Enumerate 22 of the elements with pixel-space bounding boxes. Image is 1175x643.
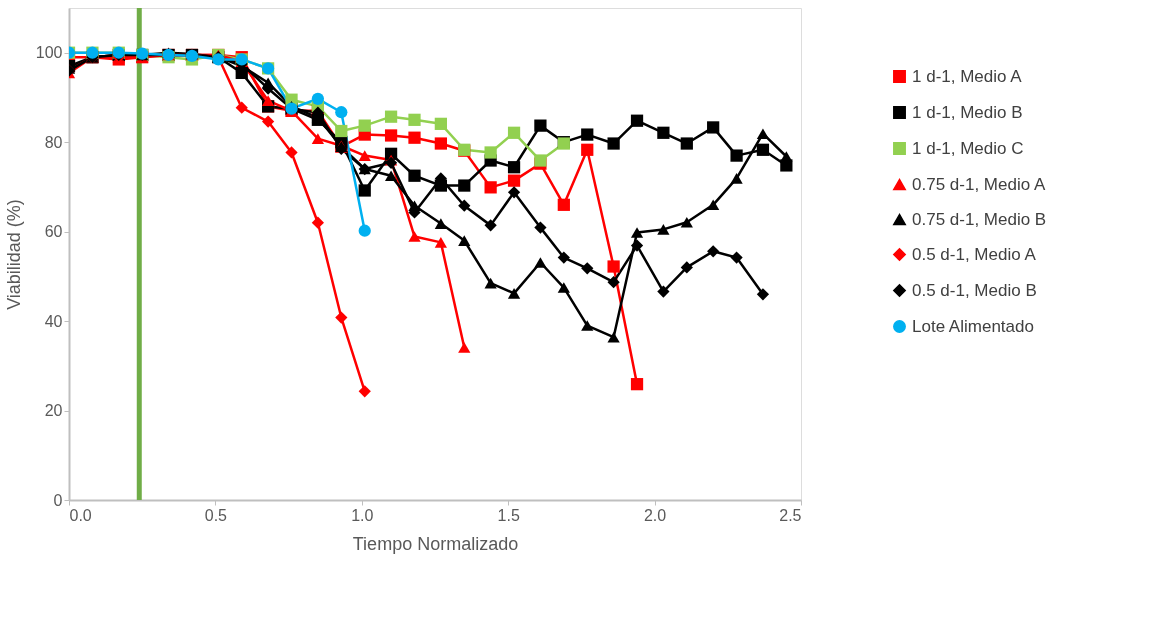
x-tick-label: 1.0 (351, 506, 374, 524)
x-tick-label: 2.5 (779, 506, 802, 524)
legend-label: 1 d-1, Medio A (912, 66, 1023, 86)
x-tick-label: 1.5 (497, 506, 520, 524)
x-axis-title: Tiempo Normalizado (352, 533, 519, 554)
legend-label: 0.5 d-1, Medio B (912, 280, 1037, 300)
y-tick-label: 60 (44, 223, 63, 241)
legend-label: Lote Alimentado (912, 316, 1034, 336)
x-tick-label: 0.5 (204, 506, 228, 524)
legend-label: 0.75 d-1, Medio A (912, 174, 1046, 194)
y-tick-label: 80 (44, 133, 63, 151)
legend-label: 0.5 d-1, Medio A (912, 244, 1037, 264)
legend-label: 1 d-1, Medio B (912, 102, 1023, 122)
y-tick-label: 0 (53, 491, 63, 509)
x-tick-label: 0.0 (69, 506, 92, 524)
x-tick-label: 2.0 (643, 506, 667, 524)
legend-label: 0.75 d-1, Medio B (912, 209, 1047, 229)
legend-label: 1 d-1, Medio C (912, 138, 1024, 158)
y-tick-label: 100 (35, 44, 63, 62)
y-tick-label: 40 (44, 312, 63, 330)
y-tick-label: 20 (44, 402, 63, 420)
y-axis-title: Viabilidad (%) (3, 199, 24, 310)
